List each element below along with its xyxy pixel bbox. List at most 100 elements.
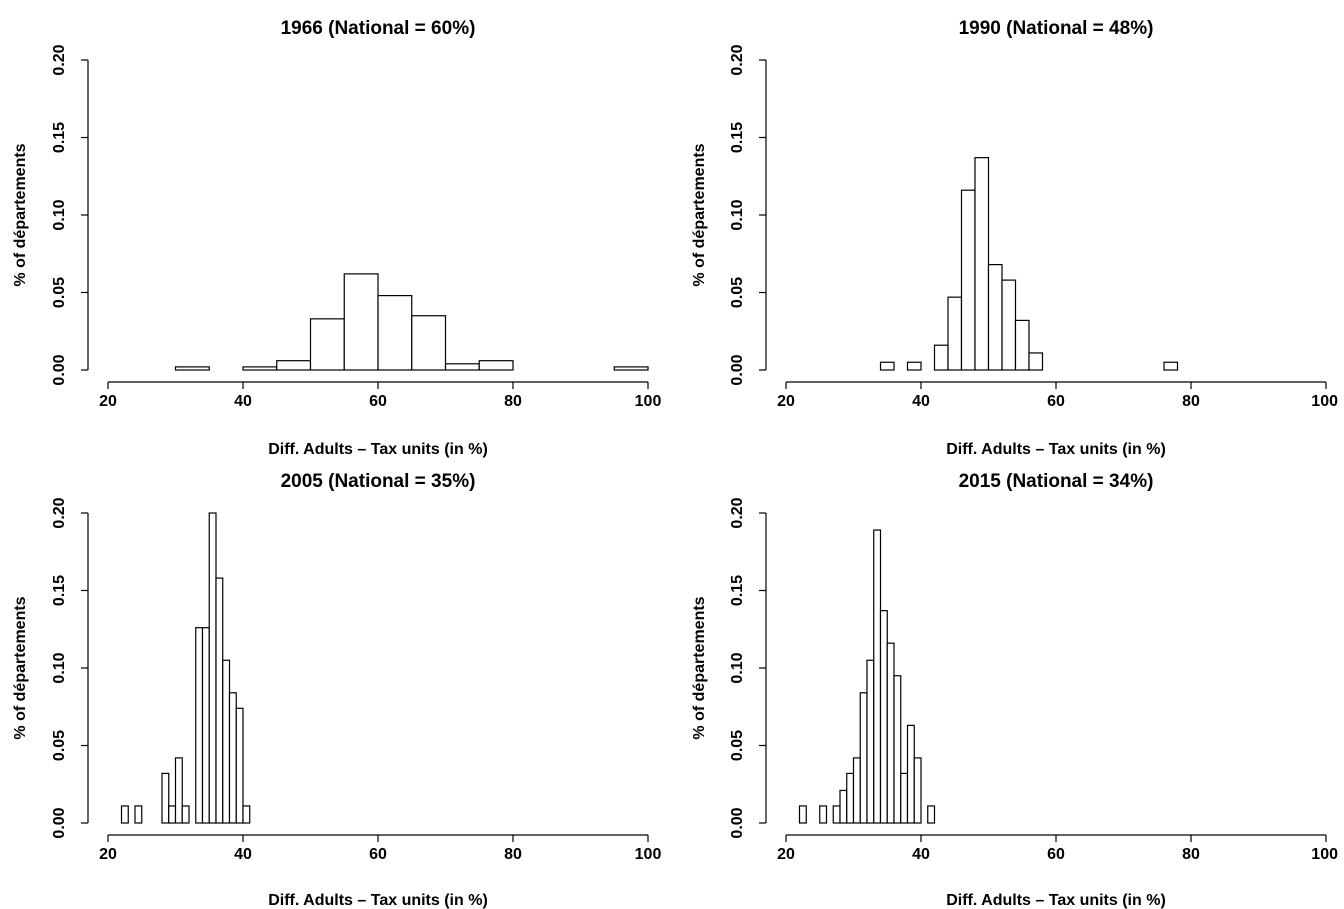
- chart-title: 1966 (National = 60%): [281, 18, 476, 39]
- y-tick-label: 0.10: [729, 199, 746, 230]
- histogram-bar: [886, 642, 895, 824]
- histogram-bar: [839, 789, 848, 824]
- panel-2015: 2015 (National = 34%) Diff. Adults – Tax…: [691, 471, 1338, 909]
- histogram-bar: [906, 361, 922, 371]
- y-axis-label: % of départements: [12, 143, 29, 286]
- x-tick-label: 60: [369, 846, 387, 863]
- histogram-bar: [174, 366, 210, 371]
- histogram-bar: [161, 772, 170, 824]
- histogram-bar: [859, 692, 868, 824]
- x-axis-label: Diff. Adults – Tax units (in %): [268, 441, 488, 458]
- y-tick-label: 0.15: [729, 122, 746, 153]
- x-tick-label: 20: [99, 846, 117, 863]
- y-axis: 0.00 0.05 0.10 0.15 0.20: [729, 497, 767, 839]
- histogram-bar: [846, 772, 855, 824]
- x-tick-label: 80: [504, 846, 522, 863]
- y-axis-label: % of départements: [12, 596, 29, 739]
- histogram-bar: [134, 805, 143, 824]
- x-axis-label: Diff. Adults – Tax units (in %): [946, 441, 1166, 458]
- histogram-bar: [987, 264, 1003, 371]
- x-tick-label: 100: [1311, 393, 1338, 410]
- histogram-bar: [1163, 361, 1179, 371]
- histogram-bar: [309, 318, 345, 371]
- y-tick-label: 0.10: [729, 652, 746, 683]
- histogram-bar: [168, 805, 177, 824]
- x-tick-label: 60: [1047, 393, 1065, 410]
- histogram-bar: [208, 512, 217, 824]
- histogram-bar: [852, 757, 861, 824]
- panel-1966: 1966 (National = 60%) Diff. Adults – Tax…: [12, 18, 661, 458]
- histogram-bar: [174, 757, 183, 824]
- histogram-bar: [377, 295, 413, 371]
- histogram-bar: [195, 627, 204, 824]
- histogram-bar: [181, 805, 190, 824]
- histogram-bar: [120, 805, 129, 824]
- y-axis-label: % of départements: [691, 596, 708, 739]
- x-tick-label: 40: [912, 846, 930, 863]
- histogram-bar: [215, 577, 224, 824]
- x-axis-label: Diff. Adults – Tax units (in %): [946, 892, 1166, 909]
- y-axis: 0.00 0.05 0.10 0.15 0.20: [51, 44, 89, 386]
- x-tick-label: 60: [369, 393, 387, 410]
- x-tick-label: 60: [1047, 846, 1065, 863]
- chart-title: 1990 (National = 48%): [959, 18, 1154, 39]
- histogram-bar: [900, 772, 909, 824]
- histogram-bar: [927, 805, 936, 824]
- histogram-bar: [947, 296, 963, 371]
- histogram-bars: [174, 273, 649, 371]
- y-tick-label: 0.05: [729, 277, 746, 308]
- histogram-bar: [276, 360, 312, 371]
- chart-title: 2015 (National = 34%): [959, 471, 1154, 492]
- histogram-bar: [222, 659, 231, 824]
- x-tick-label: 80: [1182, 393, 1200, 410]
- chart-title: 2005 (National = 35%): [281, 471, 476, 492]
- y-tick-label: 0.00: [729, 354, 746, 385]
- x-tick-label: 40: [234, 393, 252, 410]
- histogram-bars: [120, 512, 251, 824]
- y-tick-label: 0.20: [729, 44, 746, 75]
- y-tick-label: 0.10: [51, 652, 68, 683]
- histogram-bar: [1001, 279, 1017, 371]
- histogram-bar: [819, 805, 828, 824]
- x-tick-label: 100: [635, 393, 662, 410]
- y-axis: 0.00 0.05 0.10 0.15 0.20: [729, 44, 767, 386]
- histogram-bar: [201, 627, 210, 824]
- y-tick-label: 0.05: [51, 730, 68, 761]
- y-tick-label: 0.00: [729, 807, 746, 838]
- y-tick-label: 0.00: [51, 354, 68, 385]
- histogram-bar: [960, 189, 976, 371]
- x-axis: 20 40 60 80 100: [777, 834, 1338, 863]
- x-tick-label: 80: [1182, 846, 1200, 863]
- x-axis: 20 40 60 80 100: [777, 381, 1338, 410]
- y-tick-label: 0.15: [51, 122, 68, 153]
- histogram-bar: [478, 360, 514, 371]
- histogram-bar: [235, 707, 244, 824]
- histogram-bar: [242, 805, 251, 824]
- y-axis: 0.00 0.05 0.10 0.15 0.20: [51, 497, 89, 839]
- x-axis: 20 40 60 80 100: [99, 381, 662, 410]
- y-tick-label: 0.05: [51, 277, 68, 308]
- histogram-bar: [613, 366, 649, 371]
- panel-2005: 2005 (National = 35%) Diff. Adults – Tax…: [12, 471, 661, 909]
- histogram-bar: [873, 529, 882, 824]
- histogram-bar: [444, 363, 480, 371]
- histogram-bar: [1028, 352, 1044, 371]
- histogram-bar: [879, 361, 895, 371]
- x-tick-label: 20: [777, 393, 795, 410]
- panel-1990: 1990 (National = 48%) Diff. Adults – Tax…: [691, 18, 1338, 458]
- y-tick-label: 0.05: [729, 730, 746, 761]
- y-tick-label: 0.10: [51, 199, 68, 230]
- y-tick-label: 0.00: [51, 807, 68, 838]
- histogram-bar: [1014, 319, 1030, 371]
- histogram-bar: [866, 659, 875, 824]
- x-tick-label: 20: [777, 846, 795, 863]
- histogram-bar: [242, 366, 278, 371]
- y-tick-label: 0.20: [51, 44, 68, 75]
- y-tick-label: 0.15: [729, 575, 746, 606]
- x-tick-label: 40: [912, 393, 930, 410]
- y-tick-label: 0.20: [729, 497, 746, 528]
- x-tick-label: 100: [635, 846, 662, 863]
- x-tick-label: 80: [504, 393, 522, 410]
- histogram-bar: [798, 805, 807, 824]
